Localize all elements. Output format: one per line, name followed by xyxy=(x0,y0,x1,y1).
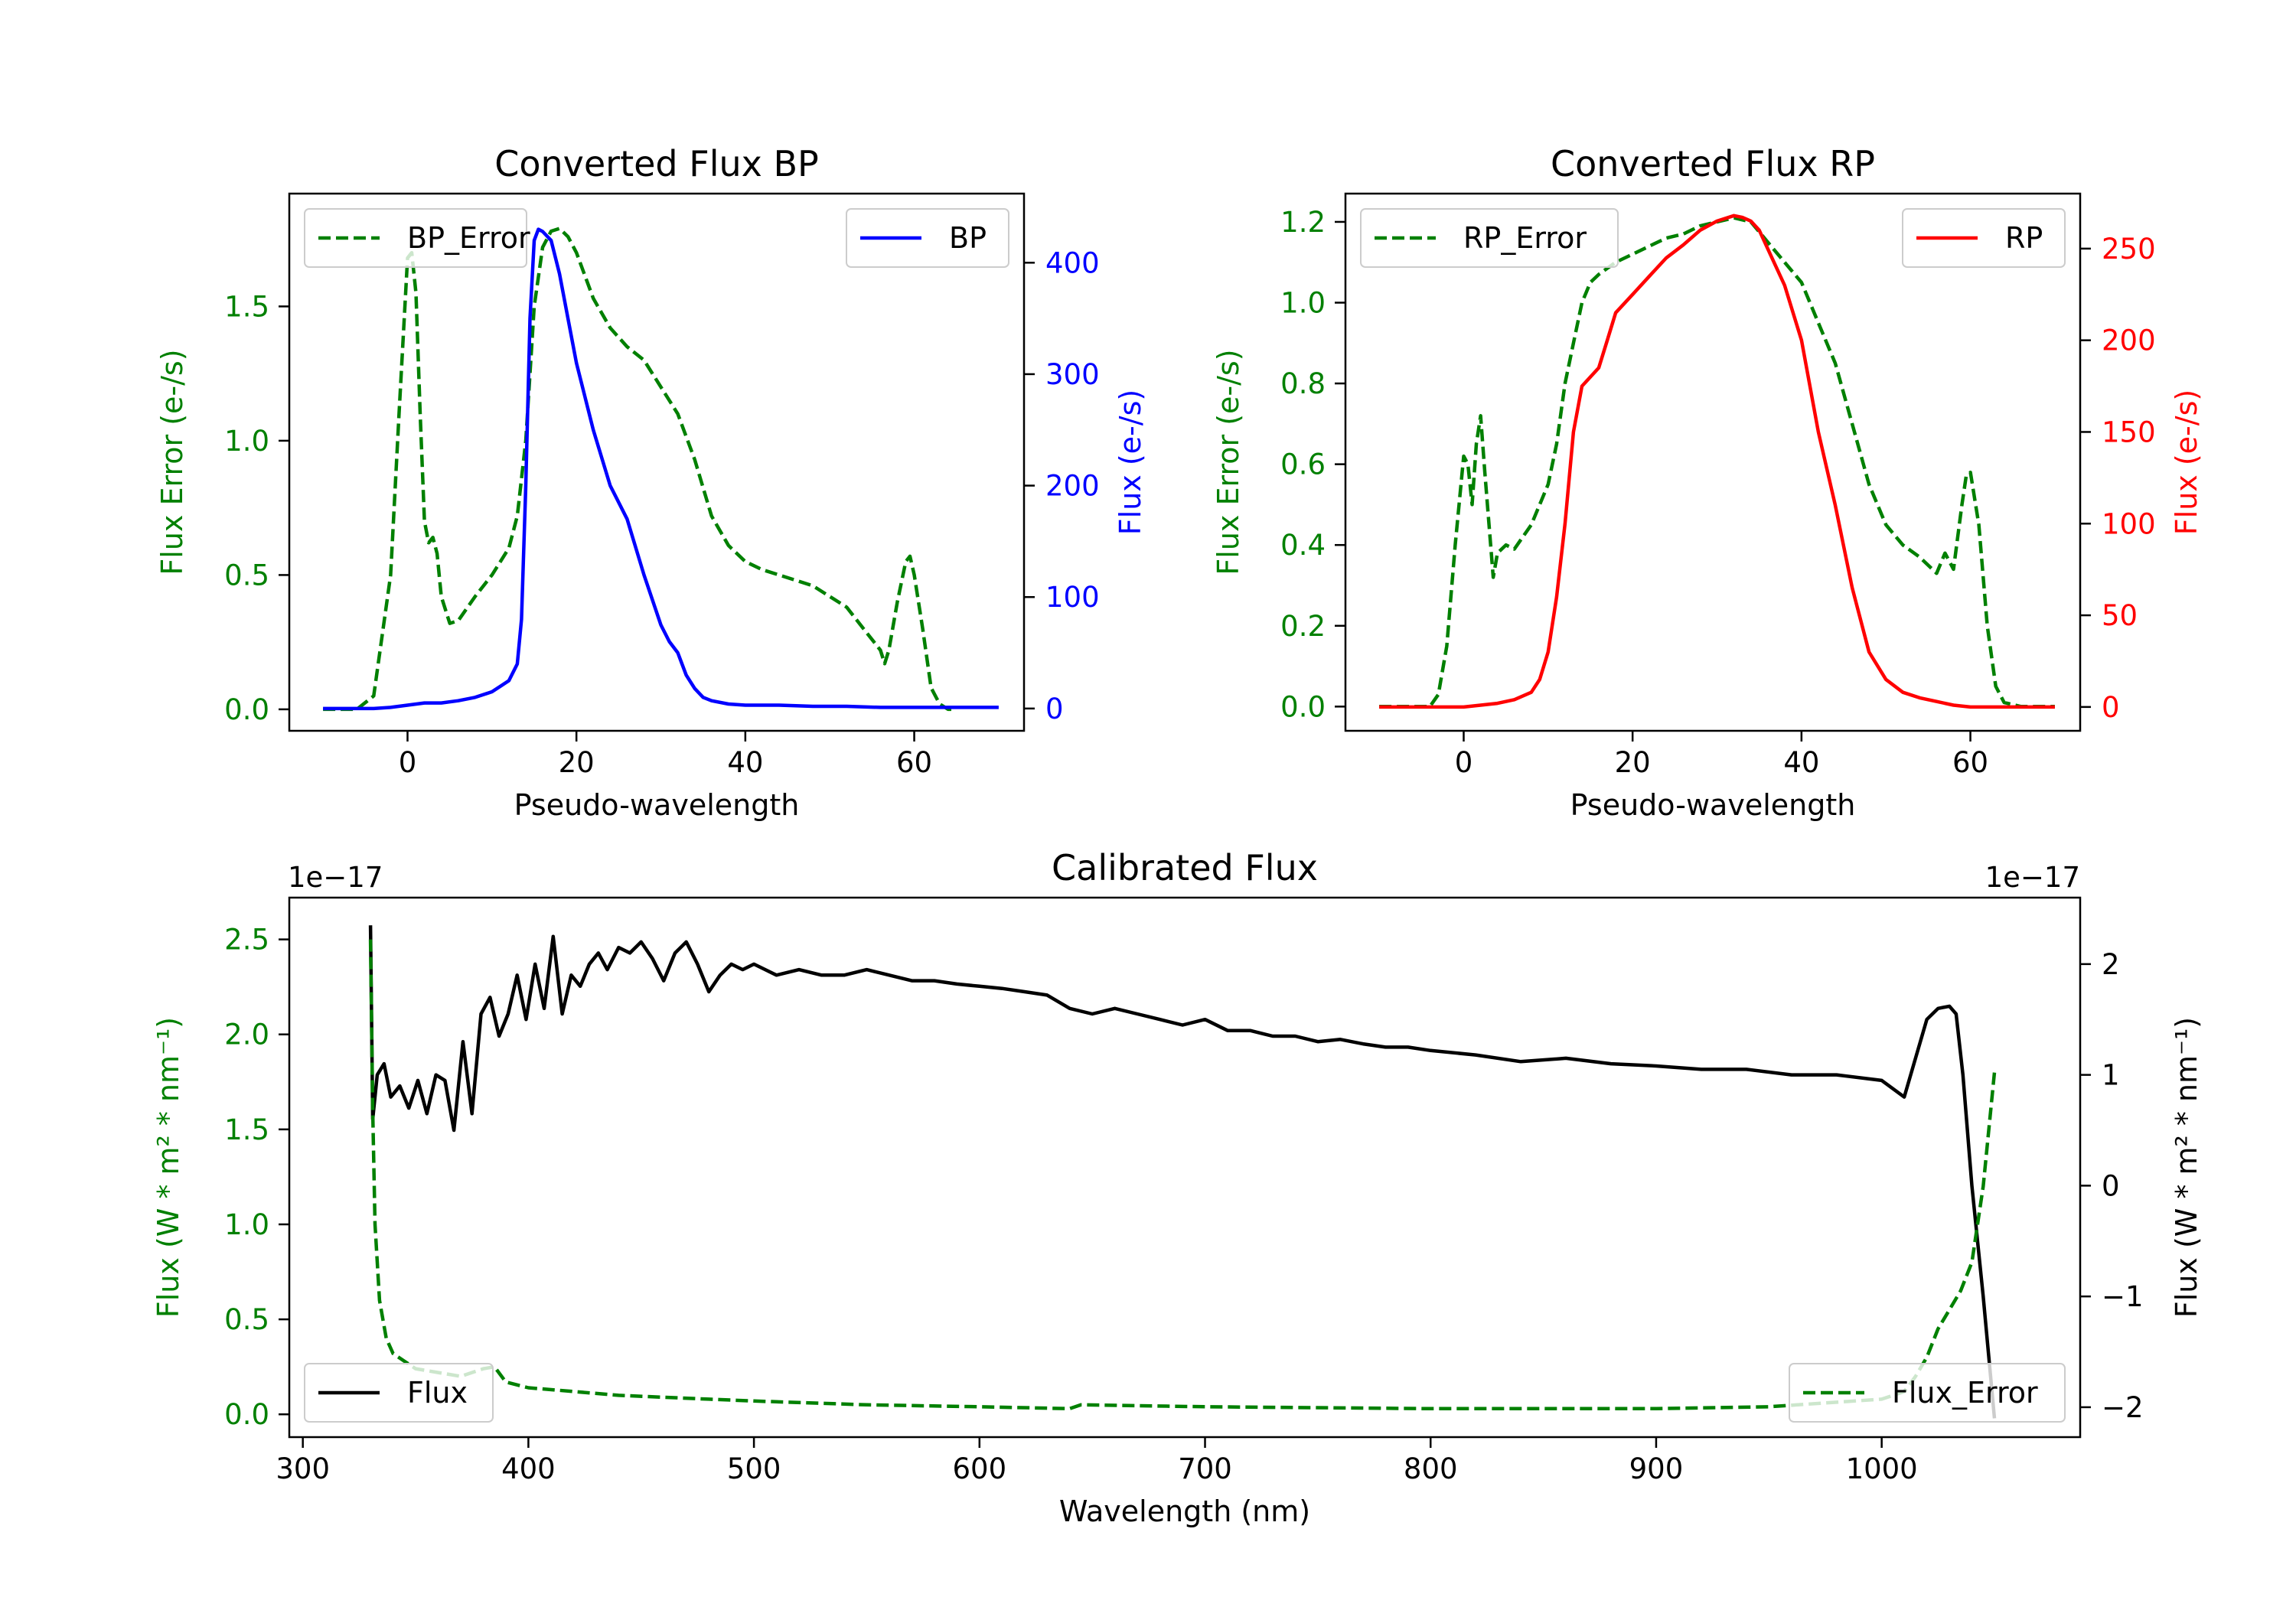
y-left-tick-label: 1.0 xyxy=(224,425,269,458)
y-left-tick-label: 0.0 xyxy=(224,1398,269,1431)
y-right-tick-label: 400 xyxy=(1045,246,1100,279)
y-right-tick-label: 0 xyxy=(2102,691,2120,724)
x-tick-label: 900 xyxy=(1629,1452,1684,1485)
y-right-offset-label: 1e−17 xyxy=(1985,861,2080,894)
y-left-tick-label: 0.5 xyxy=(224,1303,269,1336)
series-line-bp xyxy=(323,227,999,711)
x-axis-label: Pseudo-wavelength xyxy=(514,788,800,822)
series-line-bp-error xyxy=(323,227,957,712)
cal-axes-frame xyxy=(288,896,2082,1439)
x-tick-label: 0 xyxy=(1455,746,1473,779)
y-right-tick-label: −2 xyxy=(2102,1391,2144,1424)
x-axis-label: Wavelength (nm) xyxy=(1059,1495,1310,1528)
legend-flux: Flux xyxy=(304,1363,494,1423)
x-tick-label: 1000 xyxy=(1846,1452,1918,1485)
y-left-tick-label: 0.0 xyxy=(224,693,269,726)
series-line-rp-error xyxy=(1379,216,2055,709)
x-tick-label: 300 xyxy=(276,1452,330,1485)
y-right-tick-label: −1 xyxy=(2102,1280,2144,1313)
legend-flux-error: Flux_Error xyxy=(1789,1363,2066,1423)
bp-axes-frame xyxy=(288,192,1026,732)
y-left-tick-label: 0.0 xyxy=(1280,690,1326,723)
legend-rp-box xyxy=(1902,208,2066,268)
y-left-tick-label: 0.8 xyxy=(1280,367,1326,400)
y-right-tick-label: 250 xyxy=(2102,233,2156,266)
chart-title: Converted Flux RP xyxy=(1551,143,1875,184)
y-left-tick-label: 2.0 xyxy=(224,1019,269,1051)
x-tick-label: 500 xyxy=(727,1452,781,1485)
x-tick-label: 700 xyxy=(1178,1452,1232,1485)
chart-title: Converted Flux BP xyxy=(494,143,819,184)
chart-title: Calibrated Flux xyxy=(1052,847,1318,888)
legend-bp-label: BP xyxy=(949,221,987,255)
y-right-tick-label: 200 xyxy=(2102,324,2156,357)
x-tick-label: 400 xyxy=(501,1452,556,1485)
cal-series-group xyxy=(368,925,1997,1419)
y-left-tick-label: 1.2 xyxy=(1280,206,1326,239)
legend-bp: BP xyxy=(846,208,1009,268)
y-right-tick-label: 1 xyxy=(2102,1059,2120,1092)
x-tick-label: 20 xyxy=(559,746,595,779)
legend-rp-error: RP_Error xyxy=(1360,208,1619,268)
y-right-tick-label: 0 xyxy=(2102,1169,2120,1202)
y-right-tick-label: 100 xyxy=(1045,581,1100,614)
series-line-flux-error xyxy=(368,939,1997,1411)
x-tick-label: 60 xyxy=(896,746,932,779)
x-tick-label: 40 xyxy=(1783,746,1819,779)
y-right-tick-label: 2 xyxy=(2102,948,2120,981)
y-left-offset-label: 1e−17 xyxy=(288,861,383,894)
calibrated-panel: 300 400 500 600 700 800 900 1000 0.0 0.5 1.0 1.5 2.0… xyxy=(152,847,2203,1528)
legend-flux-error-label: Flux_Error xyxy=(1892,1376,2038,1410)
legend-bp-error-label: BP_Error xyxy=(407,221,530,255)
x-tick-label: 20 xyxy=(1615,746,1651,779)
rp-series-group xyxy=(1379,214,2055,709)
y-left-tick-label: 2.5 xyxy=(224,924,269,957)
legend-rp-label: RP xyxy=(2005,221,2043,255)
legend-rp-error-label: RP_Error xyxy=(1463,221,1587,255)
bp-panel: 0 20 40 60 0.0 0.5 1.0 1.5 0 100 200 300 400 Converte… xyxy=(155,143,1147,822)
x-tick-label: 40 xyxy=(727,746,763,779)
x-tick-label: 600 xyxy=(953,1452,1007,1485)
y-left-tick-label: 1.0 xyxy=(224,1208,269,1241)
y-right-tick-label: 150 xyxy=(2102,416,2156,448)
y-left-axis-label: Flux Error (e-/s) xyxy=(1212,349,1245,575)
y-right-axis-label: Flux (W * m² * nm⁻¹) xyxy=(2170,1017,2203,1318)
legend-bp-error: BP_Error xyxy=(304,208,530,268)
x-tick-label: 0 xyxy=(399,746,417,779)
legend-bp-error-box xyxy=(304,208,527,268)
y-left-tick-label: 0.5 xyxy=(224,559,269,592)
y-left-tick-label: 1.5 xyxy=(224,290,269,323)
legend-flux-box xyxy=(304,1363,494,1423)
legend-flux-label: Flux xyxy=(407,1376,468,1410)
y-right-axis-label: Flux (e-/s) xyxy=(1114,390,1147,535)
y-right-tick-label: 200 xyxy=(1045,470,1100,503)
y-left-axis-label: Flux (W * m² * nm⁻¹) xyxy=(152,1017,185,1318)
rp-panel: 0 20 40 60 0.0 0.2 0.4 0.6 0.8 1.0 1.2 0 50 100 150 200… xyxy=(1212,143,2203,822)
y-right-tick-label: 50 xyxy=(2102,599,2138,632)
y-right-axis-label: Flux (e-/s) xyxy=(2170,390,2203,535)
series-line-flux xyxy=(368,925,1997,1419)
x-tick-label: 800 xyxy=(1404,1452,1458,1485)
rp-axes-frame xyxy=(1344,192,2082,732)
y-left-tick-label: 0.2 xyxy=(1280,610,1326,643)
y-right-tick-label: 0 xyxy=(1045,693,1064,725)
y-left-tick-label: 1.0 xyxy=(1280,287,1326,320)
legend-rp: RP xyxy=(1902,208,2066,268)
y-right-tick-label: 300 xyxy=(1045,358,1100,391)
y-left-tick-label: 0.4 xyxy=(1280,529,1326,562)
series-line-rp xyxy=(1379,214,2055,709)
legend-bp-box xyxy=(846,208,1009,268)
x-axis-label: Pseudo-wavelength xyxy=(1570,788,1856,822)
y-left-axis-label: Flux Error (e-/s) xyxy=(155,349,189,575)
x-tick-label: 60 xyxy=(1952,746,1988,779)
y-left-tick-label: 1.5 xyxy=(224,1113,269,1146)
legend-flux-error-box xyxy=(1789,1363,2066,1423)
legend-rp-error-box xyxy=(1360,208,1619,268)
y-left-tick-label: 0.6 xyxy=(1280,448,1326,481)
y-right-tick-label: 100 xyxy=(2102,507,2156,540)
bp-series-group xyxy=(323,227,999,712)
